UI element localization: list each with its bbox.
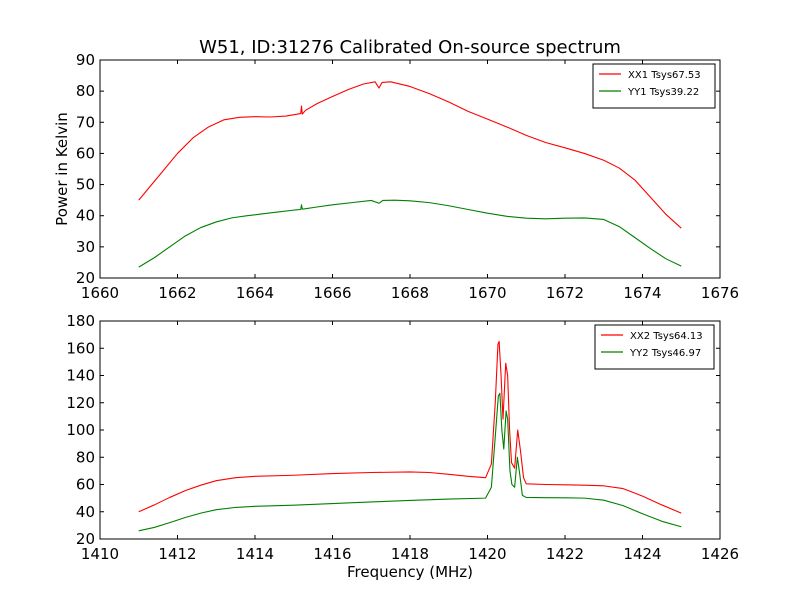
y-tick-label: 40: [76, 207, 95, 225]
chart-panel-1: 1660 1662 1664 1666 1668 1670 1672 1674 1676 20 30…: [53, 37, 739, 302]
y-tick-label: 140: [66, 367, 95, 385]
y-tick-label: 20: [76, 269, 95, 287]
x-tick-label: 1426: [701, 545, 739, 563]
x-tick-label: 1674: [623, 284, 661, 302]
x-tick-label: 1662: [158, 284, 196, 302]
x-tick-label: 1422: [546, 545, 584, 563]
x-tick-label: 1672: [546, 284, 584, 302]
chart-panel-2: 1410 1412 1414 1416 1418 1420 1422 1424 1426 20 40…: [66, 312, 739, 581]
series-line-yy2: [138, 392, 682, 532]
x-tick-label: 1414: [236, 545, 274, 563]
series-line-yy1: [138, 199, 682, 268]
x-tick-label: 1420: [468, 545, 506, 563]
y-tick-label: 40: [76, 503, 95, 521]
x-tick-label: 1416: [313, 545, 351, 563]
x-tick-label: 1424: [623, 545, 661, 563]
legend: XX1 Tsys67.53 YY1 Tsys39.22: [592, 63, 716, 109]
y-tick-label: 90: [76, 51, 95, 69]
y-tick-label: 60: [76, 144, 95, 162]
y-tick-label: 80: [76, 82, 95, 100]
y-tick-label: 100: [66, 421, 95, 439]
y-tick-label: 180: [66, 312, 95, 330]
legend-box: [592, 63, 716, 109]
x-tick-label: 1670: [468, 284, 506, 302]
x-tick-label: 1660: [81, 284, 119, 302]
chart-title: W51, ID:31276 Calibrated On-source spect…: [199, 37, 621, 58]
x-tick-label: 1412: [158, 545, 196, 563]
y-tick-label: 20: [76, 530, 95, 548]
legend-label: YY2 Tsys46.97: [629, 348, 701, 359]
legend-box: [594, 324, 715, 370]
x-tick-label: 1676: [701, 284, 739, 302]
y-tick-label: 160: [66, 339, 95, 357]
y-tick-label: 80: [76, 448, 95, 466]
x-tick-label: 1666: [313, 284, 351, 302]
y-axis-label: Power in Kelvin: [53, 112, 71, 226]
x-tick-label: 1668: [391, 284, 429, 302]
y-tick-label: 120: [66, 394, 95, 412]
y-tick-label: 70: [76, 113, 95, 131]
legend-label: XX1 Tsys67.53: [628, 70, 701, 81]
x-tick-label: 1664: [236, 284, 274, 302]
series-line-xx1: [138, 81, 682, 229]
x-axis-label: Frequency (MHz): [347, 563, 473, 581]
y-tick-label: 60: [76, 476, 95, 494]
legend-label: YY1 Tsys39.22: [627, 87, 699, 98]
legend: XX2 Tsys64.13 YY2 Tsys46.97: [594, 324, 715, 370]
y-tick-label: 30: [76, 238, 95, 256]
legend-label: XX2 Tsys64.13: [630, 331, 703, 342]
x-tick-label: 1410: [81, 545, 119, 563]
series-line-xx2: [138, 340, 682, 514]
y-tick-label: 50: [76, 176, 95, 194]
x-tick-label: 1418: [391, 545, 429, 563]
